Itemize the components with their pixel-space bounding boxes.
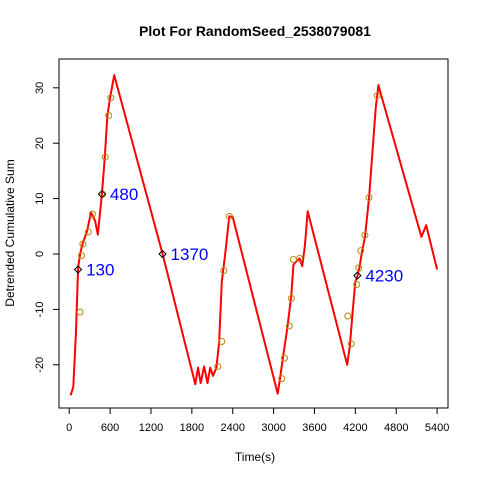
data-point — [218, 338, 226, 346]
series-line — [69, 74, 439, 396]
data-point — [373, 92, 381, 100]
data-point — [84, 228, 92, 236]
marker-label: 480 — [110, 185, 138, 204]
series-layer — [69, 74, 439, 396]
data-point — [105, 112, 113, 120]
data-point — [361, 231, 369, 239]
data-point — [77, 252, 85, 260]
data-point — [214, 362, 222, 370]
x-tick-label: 1200 — [139, 422, 163, 434]
y-axis: -20 -10 0 10 20 30 — [34, 82, 60, 373]
x-axis-label: Time(s) — [235, 450, 275, 464]
y-axis-label: Detrended Cumulative Sum — [3, 159, 17, 306]
data-point — [101, 153, 109, 161]
data-point — [76, 308, 84, 316]
diamond-marker — [158, 249, 167, 259]
data-point — [344, 312, 352, 320]
y-tick-label: 10 — [34, 192, 46, 204]
data-point — [355, 264, 363, 272]
annotation-layer: 130 480 1370 4230 — [73, 185, 403, 286]
data-point — [285, 322, 293, 330]
diamond-marker — [97, 189, 107, 199]
x-tick-label: 0 — [66, 422, 72, 434]
x-tick-label: 5400 — [425, 422, 449, 434]
x-tick-label: 4800 — [384, 422, 408, 434]
data-point — [220, 267, 228, 275]
data-point — [107, 94, 115, 102]
diamond-marker — [73, 265, 83, 274]
data-point — [79, 240, 87, 248]
data-point — [347, 340, 355, 348]
data-point — [278, 375, 286, 383]
data-point — [287, 294, 295, 302]
x-tick-label: 4200 — [343, 422, 367, 434]
y-tick-label: -10 — [34, 301, 46, 317]
marker-label: 130 — [86, 261, 114, 280]
data-point — [289, 256, 297, 264]
data-point — [365, 193, 373, 201]
x-tick-label: 600 — [101, 422, 119, 434]
x-tick-label: 1800 — [180, 422, 204, 434]
x-tick-label: 3000 — [261, 422, 285, 434]
y-tick-label: 30 — [34, 82, 46, 94]
y-tick-label: 0 — [34, 251, 46, 257]
data-point — [225, 212, 233, 220]
x-axis: 0 600 1200 1800 2400 3000 3600 4200 4800 5400 — [66, 407, 449, 434]
data-point — [357, 247, 365, 255]
chart-title: Plot For RandomSeed_2538079081 — [139, 23, 371, 39]
data-point — [353, 280, 361, 288]
y-tick-label: -20 — [34, 357, 46, 373]
data-point — [280, 354, 288, 362]
data-point — [88, 210, 96, 218]
diamond-marker — [353, 271, 362, 280]
y-tick-label: 20 — [34, 137, 46, 149]
marker-label: 4230 — [365, 267, 403, 286]
x-tick-label: 3600 — [302, 422, 326, 434]
plot-frame — [58, 58, 449, 409]
circle-layer — [76, 92, 381, 383]
data-point — [295, 254, 303, 262]
x-tick-label: 2400 — [220, 422, 244, 434]
marker-label: 1370 — [171, 245, 209, 264]
